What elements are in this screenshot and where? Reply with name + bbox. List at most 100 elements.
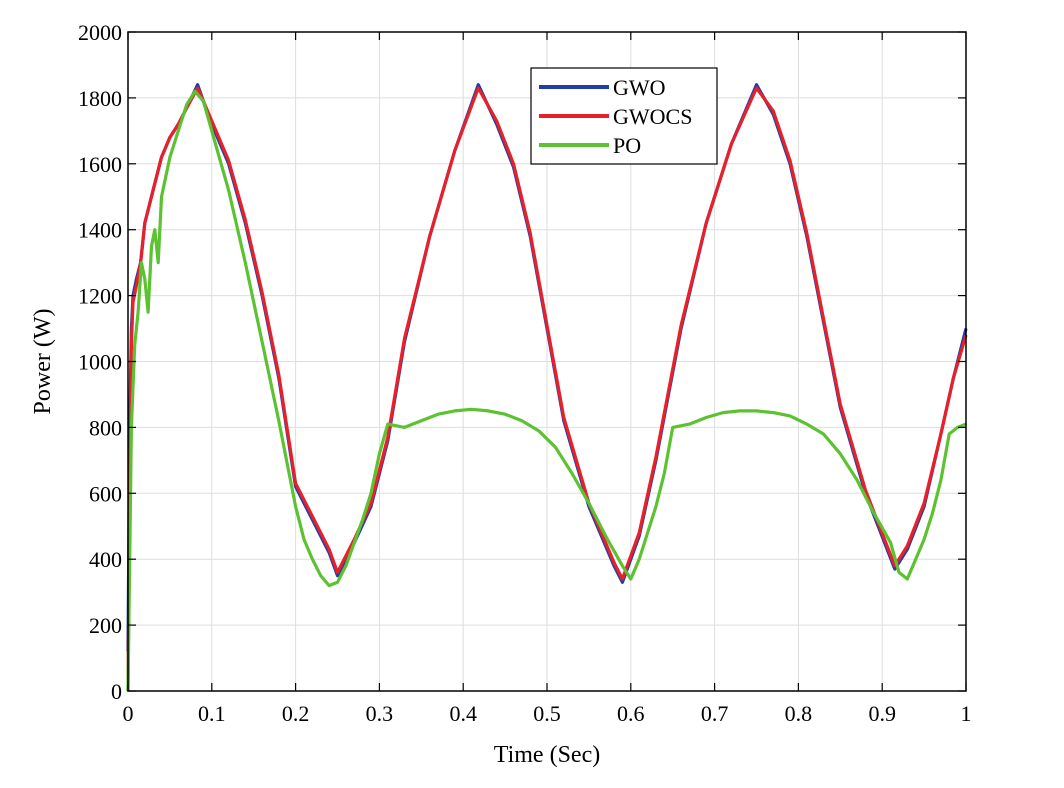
data-point (562, 416, 565, 419)
data-point (294, 482, 297, 485)
data-point (495, 120, 498, 122)
data-point (705, 416, 708, 419)
data-point (705, 222, 708, 224)
y-tick-label: 1400 (78, 218, 122, 243)
data-point (164, 176, 167, 178)
x-tick-label: 0.9 (868, 701, 896, 726)
data-point (663, 472, 666, 475)
data-point (805, 232, 808, 234)
data-point (923, 502, 925, 504)
data-point (839, 452, 842, 455)
data-point (772, 411, 775, 414)
data-point (755, 83, 758, 86)
data-point (655, 456, 657, 458)
data-point (730, 143, 733, 145)
data-point (319, 574, 322, 577)
data-point (261, 291, 263, 294)
data-point (403, 426, 406, 429)
data-point (386, 436, 389, 439)
series-line-po (126, 89, 967, 692)
data-point (571, 472, 573, 475)
x-tick-label: 0.8 (785, 701, 813, 726)
y-tick-label: 1800 (78, 86, 122, 111)
x-tick-label: 0.3 (366, 701, 394, 726)
x-tick-label: 0.2 (282, 701, 310, 726)
data-point (546, 324, 548, 327)
series-line-gwocs (126, 86, 968, 692)
data-point (311, 558, 314, 560)
y-axis-title: Power (W) (30, 309, 56, 415)
data-point (512, 163, 515, 165)
x-tick-label: 0.1 (198, 701, 226, 726)
data-point (772, 110, 775, 112)
data-point (864, 489, 867, 491)
y-tick-label: 600 (89, 481, 122, 506)
data-point (154, 228, 156, 231)
data-point (893, 564, 896, 567)
x-tick-label: 1 (961, 701, 972, 726)
y-tick-label: 0 (111, 679, 122, 704)
data-point (336, 581, 339, 584)
data-point (671, 426, 674, 429)
data-point (889, 541, 892, 544)
data-point (336, 574, 339, 577)
x-tick-label: 0.4 (449, 701, 477, 726)
data-point (893, 568, 896, 570)
data-point (738, 410, 741, 412)
data-point (822, 433, 825, 435)
legend-label-gwocs: GWOCS (613, 104, 692, 129)
data-point (157, 261, 159, 264)
data-point (303, 538, 305, 541)
data-point (504, 413, 506, 416)
data-point (789, 415, 791, 417)
data-point (437, 413, 439, 416)
legend-label-gwo: GWO (613, 75, 666, 100)
data-point (906, 578, 909, 580)
y-tick-label: 200 (89, 613, 122, 638)
data-point (906, 545, 909, 547)
data-point (185, 103, 188, 106)
data-point (613, 561, 615, 564)
y-tick-label: 1000 (78, 350, 122, 375)
data-point (370, 502, 372, 504)
data-point (133, 344, 136, 346)
data-point (177, 130, 180, 132)
data-point (169, 136, 171, 139)
data-point (143, 222, 146, 224)
x-tick-label: 0.6 (617, 701, 645, 726)
data-point (196, 87, 199, 89)
data-point (898, 571, 900, 574)
ticks: 0 0.1 0.2 0.3 0.4 0.5 0.6 0.7 0.8 0.9 1 0 200 400 600 8… (78, 20, 972, 726)
data-point (150, 245, 153, 247)
data-point (420, 420, 423, 422)
data-point (454, 149, 456, 152)
data-point (137, 311, 139, 313)
data-point (477, 83, 480, 86)
data-point (588, 502, 590, 504)
data-point (132, 301, 134, 303)
data-point (336, 571, 339, 574)
data-point (923, 538, 925, 541)
data-point (722, 411, 724, 414)
y-tick-label: 1600 (78, 152, 122, 177)
data-point (621, 578, 624, 580)
data-point (353, 541, 356, 544)
data-point (914, 558, 917, 560)
data-point (135, 284, 138, 287)
data-point (940, 433, 942, 435)
data-point (130, 344, 133, 346)
data-point (386, 423, 389, 425)
data-point (278, 373, 280, 376)
data-point (789, 159, 791, 162)
data-point (378, 452, 381, 455)
data-point (638, 558, 640, 560)
data-point (487, 410, 490, 412)
data-point (554, 446, 557, 448)
x-tick-label: 0.7 (701, 701, 729, 726)
data-point (152, 189, 154, 191)
x-axis-title: Time (Sec) (494, 742, 600, 768)
data-point (227, 189, 230, 191)
data-point (403, 337, 406, 340)
legend: GWO GWOCS PO (530, 67, 718, 165)
data-point (140, 261, 143, 264)
